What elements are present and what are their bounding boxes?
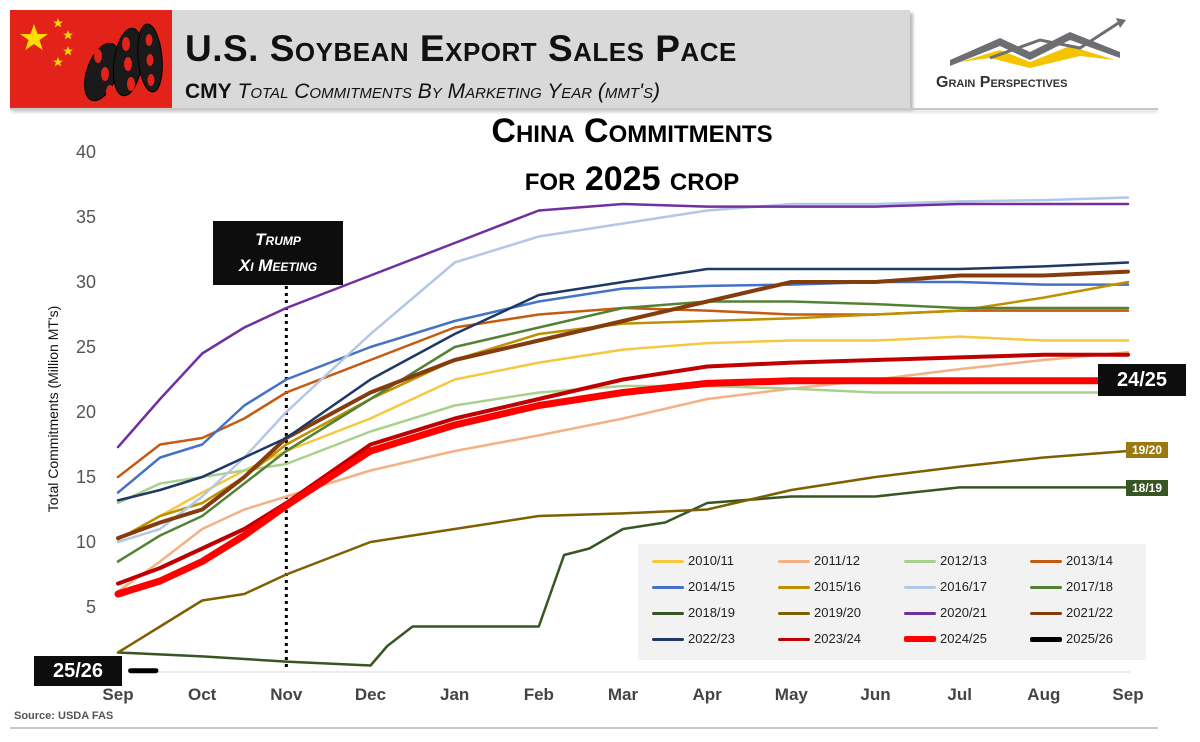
- meeting-label-line-1: Trump: [255, 230, 301, 249]
- x-tick-label: Jan: [440, 685, 469, 704]
- flag-small-star-icon: [53, 57, 63, 67]
- legend-swatch: [904, 560, 936, 563]
- subtitle-bold: CMY: [185, 80, 232, 103]
- legend-label: 2023/24: [814, 631, 861, 646]
- end-label-2019-20: 19/20: [1126, 442, 1168, 458]
- legend-swatch: [652, 560, 684, 563]
- legend-label: 2014/15: [688, 579, 735, 594]
- series-line-2017-18: [116, 300, 1130, 563]
- y-tick-label: 5: [86, 597, 96, 617]
- legend-label: 2025/26: [1066, 631, 1113, 646]
- page-title: U.S. Soybean Export Sales Pace: [185, 28, 737, 69]
- legend-label: 2011/12: [814, 553, 861, 568]
- x-tick-label: Mar: [608, 685, 639, 704]
- legend-label: 2010/11: [688, 553, 735, 568]
- legend-swatch: [778, 612, 810, 615]
- series-line-2022-23: [116, 261, 1130, 502]
- x-tick-label: Aug: [1027, 685, 1060, 704]
- legend-label: 2019/20: [814, 605, 861, 620]
- legend-swatch: [1030, 612, 1062, 615]
- series-line-2019-20: [116, 449, 1130, 654]
- legend-swatch: [652, 586, 684, 589]
- series-line-2021-22: [116, 269, 1130, 541]
- legend-swatch: [904, 636, 936, 642]
- legend-swatch: [1030, 586, 1062, 589]
- legend-swatch: [904, 612, 936, 615]
- end-label-2018-19: 18/19: [1126, 480, 1168, 496]
- y-axis-label: Total Commitments (Million MT's): [45, 306, 61, 512]
- china-flag-soybean-graphic: [20, 18, 163, 102]
- legend-label: 2020/21: [940, 605, 987, 620]
- x-tick-label: Sep: [102, 685, 133, 704]
- legend-label: 2022/23: [688, 631, 735, 646]
- series-line-2020-21: [116, 202, 1130, 449]
- x-tick-label: Sep: [1112, 685, 1143, 704]
- flag-small-star-icon: [53, 18, 63, 28]
- legend-swatch: [904, 586, 936, 589]
- end-label-2025-26: 25/26: [34, 656, 122, 686]
- chart-title-line-2: for 2025 crop: [524, 160, 740, 198]
- end-label-2024-25: 24/25: [1098, 364, 1186, 396]
- series-line-2024-25: [114, 377, 1132, 598]
- x-tick-label: Jun: [860, 685, 890, 704]
- legend-label: 2015/16: [814, 579, 861, 594]
- y-axis-ticks: 5 10 15 20 25 30 35 40: [76, 142, 96, 617]
- x-tick-label: May: [775, 685, 809, 704]
- header-banner: U.S. Soybean Export Sales Pace CMY Total…: [10, 10, 910, 108]
- x-tick-label: Dec: [355, 685, 386, 704]
- legend-label: 2024/25: [940, 631, 987, 646]
- series-lines: [114, 196, 1132, 674]
- legend-label: 2016/17: [940, 579, 987, 594]
- series-line-2010-11: [116, 335, 1130, 541]
- series-line-2023-24: [116, 352, 1130, 586]
- x-tick-label: Jul: [947, 685, 972, 704]
- flag-small-star-icon: [63, 30, 73, 40]
- chart-legend: 2010/11 2011/12 2012/13 2013/14 2014/15 2015/…: [638, 544, 1146, 660]
- y-tick-label: 35: [76, 207, 96, 227]
- x-tick-label: Feb: [524, 685, 554, 704]
- flag-large-star-icon: [20, 24, 48, 50]
- x-axis-ticks: Sep Oct Nov Dec Jan Feb Mar Apr May Jun Jul Aug Sep: [102, 685, 1143, 704]
- china-flag-icon: [10, 10, 172, 108]
- legend-label: 2013/14: [1066, 553, 1113, 568]
- y-tick-label: 30: [76, 272, 96, 292]
- legend-swatch: [1030, 637, 1062, 642]
- series-line-2012-13: [116, 384, 1130, 505]
- legend-swatch: [652, 638, 684, 641]
- legend-swatch: [778, 586, 810, 589]
- legend-swatch: [652, 612, 684, 615]
- x-tick-label: Apr: [693, 685, 723, 704]
- legend-label: 2012/13: [940, 553, 987, 568]
- subtitle-italic: Total Commitments By Marketing Year (mmt…: [237, 80, 661, 103]
- meeting-label-line-2: Xi Meeting: [238, 256, 318, 275]
- source-note: Source: USDA FAS: [14, 710, 114, 722]
- brand-name: Grain Perspectives: [936, 74, 1068, 91]
- page-subtitle: CMY Total Commitments By Marketing Year …: [185, 80, 660, 104]
- legend-swatch: [1030, 560, 1062, 563]
- series-line-2018-19: [116, 486, 1130, 667]
- chart-title-line-1: China Commitments: [491, 112, 773, 150]
- series-line-2016-17: [116, 196, 1130, 544]
- legend-label: 2017/18: [1066, 579, 1113, 594]
- y-tick-label: 40: [76, 142, 96, 162]
- footer-divider: [10, 727, 1158, 729]
- x-tick-label: Oct: [188, 685, 217, 704]
- legend-swatch: [778, 638, 810, 641]
- y-tick-label: 20: [76, 402, 96, 422]
- series-line-2014-15: [116, 280, 1130, 494]
- y-tick-label: 10: [76, 532, 96, 552]
- series-line-2011-12: [116, 350, 1130, 593]
- legend-swatch: [778, 560, 810, 563]
- trump-xi-meeting-label: Trump Xi Meeting: [213, 221, 343, 285]
- legend-label: 2018/19: [688, 605, 735, 620]
- header-divider: [10, 108, 1158, 110]
- flag-small-star-icon: [63, 46, 73, 56]
- grain-perspectives-logo-icon: [950, 18, 1126, 68]
- series-line-2015-16: [116, 280, 1130, 541]
- x-tick-label: Nov: [270, 685, 303, 704]
- y-tick-label: 15: [76, 467, 96, 487]
- y-tick-label: 25: [76, 337, 96, 357]
- legend-label: 2021/22: [1066, 605, 1113, 620]
